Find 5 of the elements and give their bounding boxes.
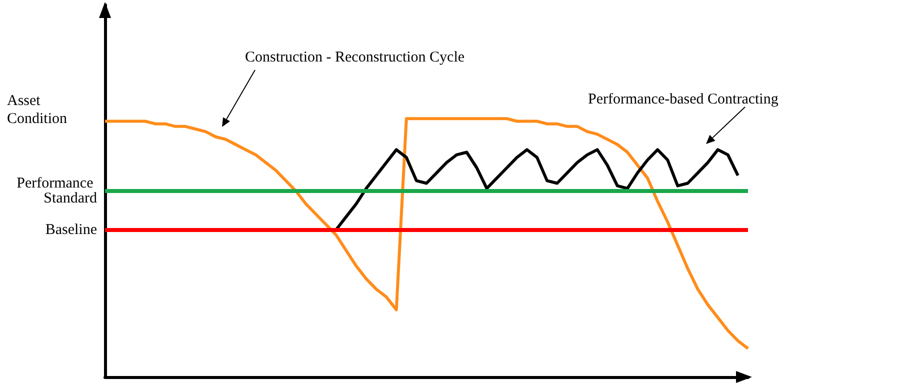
ref-line-label: Baseline bbox=[45, 222, 98, 238]
ref-line-label: Performance Standard bbox=[16, 176, 98, 206]
y-axis-title: Asset Condition bbox=[7, 93, 68, 127]
text: Performance-based Contracting bbox=[588, 92, 779, 108]
text: Construction - Reconstruction Cycle bbox=[245, 50, 465, 66]
